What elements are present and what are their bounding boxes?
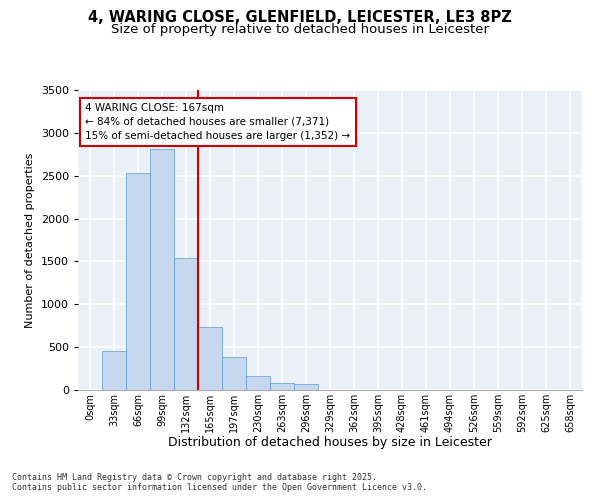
Text: 4, WARING CLOSE, GLENFIELD, LEICESTER, LE3 8PZ: 4, WARING CLOSE, GLENFIELD, LEICESTER, L… <box>88 10 512 25</box>
Bar <box>222 356 246 390</box>
Bar <box>294 384 318 390</box>
Text: 4 WARING CLOSE: 167sqm
← 84% of detached houses are smaller (7,371)
15% of semi-: 4 WARING CLOSE: 167sqm ← 84% of detached… <box>85 103 350 141</box>
Bar <box>198 328 222 390</box>
Bar <box>174 258 198 390</box>
Bar <box>126 173 150 390</box>
Bar <box>246 376 270 390</box>
Bar <box>102 350 126 390</box>
Bar <box>150 149 174 390</box>
Text: Size of property relative to detached houses in Leicester: Size of property relative to detached ho… <box>111 22 489 36</box>
Text: Distribution of detached houses by size in Leicester: Distribution of detached houses by size … <box>168 436 492 449</box>
Text: Contains HM Land Registry data © Crown copyright and database right 2025.
Contai: Contains HM Land Registry data © Crown c… <box>12 472 427 492</box>
Bar <box>270 383 294 390</box>
Y-axis label: Number of detached properties: Number of detached properties <box>25 152 35 328</box>
